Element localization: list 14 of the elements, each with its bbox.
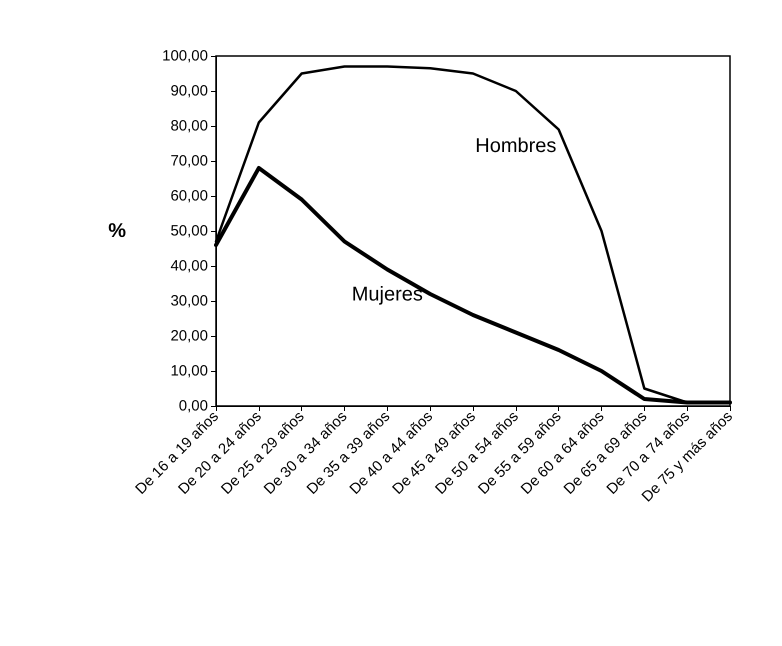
y-tick-label: 20,00 bbox=[170, 328, 208, 344]
y-tick-label: 100,00 bbox=[162, 48, 208, 64]
y-axis-title: % bbox=[108, 220, 126, 242]
y-tick-label: 10,00 bbox=[170, 362, 208, 380]
series-label: Hombres bbox=[475, 135, 556, 157]
y-tick-label: 60,00 bbox=[170, 188, 208, 204]
y-tick-label: 40,00 bbox=[170, 258, 208, 274]
y-tick-label: 80,00 bbox=[170, 118, 208, 134]
y-tick-label: 50,00 bbox=[170, 222, 208, 240]
y-tick-label: 0,00 bbox=[178, 398, 208, 414]
y-tick-label: 90,00 bbox=[170, 82, 208, 100]
series-label: Mujeres bbox=[352, 284, 423, 306]
y-tick-label: 70,00 bbox=[170, 152, 208, 170]
y-tick-label: 30,00 bbox=[170, 292, 208, 310]
